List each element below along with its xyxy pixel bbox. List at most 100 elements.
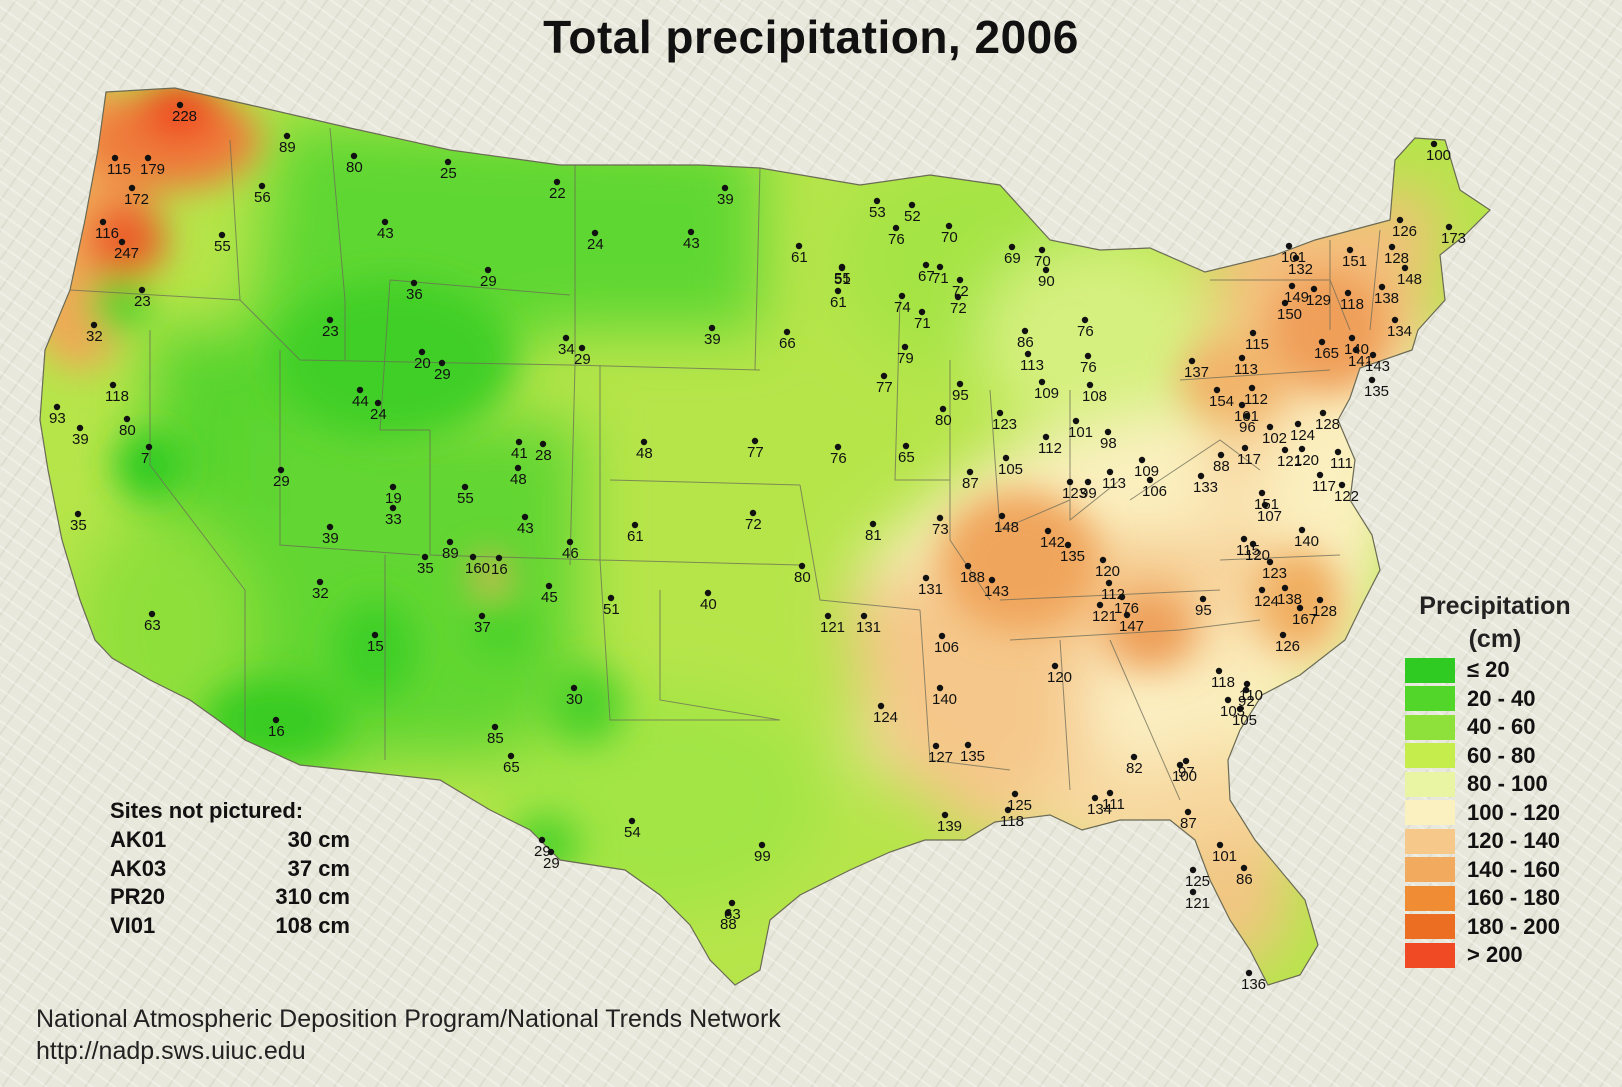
site-dot [721,184,729,192]
site-dot [123,415,131,423]
site-dot [1024,350,1032,358]
site-dot [421,553,429,561]
site-value-label: 95 [952,387,969,404]
site-value-label: 33 [385,511,402,528]
site-value-label: 80 [935,412,952,429]
site-value-label: 24 [587,236,604,253]
site-dot [111,154,119,162]
site-value-label: 70 [941,229,958,246]
site-value-label: 140 [932,691,957,708]
site-value-label: 72 [950,300,967,317]
site-dot [1038,378,1046,386]
site-dot [838,264,846,272]
site-value-label: 29 [574,351,591,368]
site-dot [469,553,477,561]
site-value-label: 43 [377,225,394,242]
site-value-label: 97 [1178,764,1195,781]
site-value-label: 20 [414,355,431,372]
site-value-label: 109 [1034,385,1059,402]
site-dot [1105,579,1113,587]
site-value-label: 55 [834,270,851,287]
site-value-label: 69 [1004,250,1021,267]
site-value-label: 120 [1294,452,1319,469]
site-value-label: 39 [717,191,734,208]
site-value-label: 82 [1126,760,1143,777]
site-dot [283,132,291,140]
site-value-label: 85 [487,730,504,747]
site-value-label: 106 [1142,483,1167,500]
site-dot [880,372,888,380]
site-value-label: 122 [1334,488,1359,505]
site-value-label: 30 [566,691,583,708]
map-title: Total precipitation, 2006 [543,11,1079,63]
site-dot [998,512,1006,520]
site-value-label: 19 [385,490,402,507]
site-dot [438,359,446,367]
site-dot [1091,794,1099,802]
site-dot [892,224,900,232]
site-dot [936,263,944,271]
site-value-label: 79 [897,350,914,367]
site-dot [272,716,280,724]
site-value-label: 123 [992,416,1017,433]
site-dot [1002,454,1010,462]
site-value-label: 74 [894,299,911,316]
legend-label: 80 - 100 [1467,771,1548,797]
site-value-label: 101 [1068,424,1093,441]
site-dot [591,229,599,237]
site-value-label: 112 [1101,586,1125,603]
site-value-label: 113 [1020,357,1044,374]
site-dot [1261,501,1269,509]
site-value-label: 100 [1172,768,1197,785]
site-value-label: 118 [1340,296,1364,313]
site-value-label: 52 [904,208,921,225]
site-dot [316,578,324,586]
site-value-label: 70 [1034,253,1051,270]
site-dot [1266,558,1274,566]
site-value-label: 28 [535,447,552,464]
site-value-label: 117 [1237,451,1261,468]
site-value-label: 43 [517,520,534,537]
site-row: VI01 108 cm [110,912,350,941]
legend-item: 160 - 180 [1405,884,1605,913]
site-value-label: 111 [1102,796,1125,813]
site-dot [1213,386,1221,394]
site-value-label: 76 [1077,323,1094,340]
site-value-label: 48 [636,445,653,462]
legend-label: 140 - 160 [1467,856,1560,882]
site-dot [521,513,529,521]
site-value-label: 173 [1441,230,1466,247]
site-dot [1118,593,1126,601]
site-dot [1298,526,1306,534]
site-code: PR20 [110,884,166,909]
site-dot [1004,806,1012,814]
site-dot [484,266,492,274]
site-value-label: 165 [1314,345,1339,362]
site-dot [607,594,615,602]
site-dot [553,178,561,186]
site-dot [1396,216,1404,224]
site-dot [1338,481,1346,489]
site-value-label: 48 [510,471,527,488]
site-dot [798,562,806,570]
legend-label: 20 - 40 [1467,685,1536,711]
site-value-label: 118 [105,388,129,405]
site-dot [1288,282,1296,290]
site-dot [1378,283,1386,291]
site-value-label: 86 [1017,334,1034,351]
site-value-label: 131 [856,619,881,636]
site-dot [74,510,82,518]
site-value-label: 121 [1185,895,1210,912]
site-dot [1042,266,1050,274]
site-value-label: 32 [86,328,103,345]
site-dot [938,632,946,640]
site-value-label: 71 [932,270,949,287]
site-dot [1011,790,1019,798]
site-dot [922,261,930,269]
site-value-label: 72 [745,516,762,533]
site-value-label: 7 [141,450,149,467]
site-value-label: 131 [918,581,943,598]
site-value-label: 151 [1342,253,1367,270]
site-dot [640,438,648,446]
site-dot [128,184,136,192]
